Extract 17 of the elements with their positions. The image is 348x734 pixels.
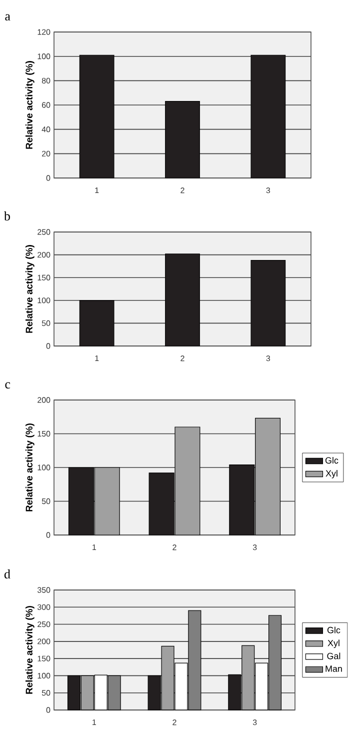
y-axis-title: Relative activity (%) bbox=[26, 61, 35, 149]
chart-title: c bbox=[5, 382, 10, 388]
legend-label: Man bbox=[326, 666, 342, 672]
legend-label: Xyl bbox=[326, 470, 338, 478]
chart-title: a bbox=[5, 14, 10, 21]
legend-label: Gal bbox=[327, 652, 340, 660]
bar bbox=[165, 254, 200, 346]
bar bbox=[80, 300, 114, 346]
chart-title: b bbox=[4, 211, 10, 220]
y-axis-title: Relative activity (%) bbox=[26, 245, 35, 333]
chart-title: d bbox=[4, 569, 11, 578]
y-axis-title: Relative activity (%) bbox=[26, 424, 35, 512]
legend-label: Glc bbox=[326, 457, 338, 464]
bar bbox=[250, 260, 286, 346]
y-axis-title: Relative activity (%) bbox=[26, 606, 35, 694]
legend-label: Glc bbox=[328, 626, 340, 634]
legend-label: Xyl bbox=[328, 640, 340, 648]
